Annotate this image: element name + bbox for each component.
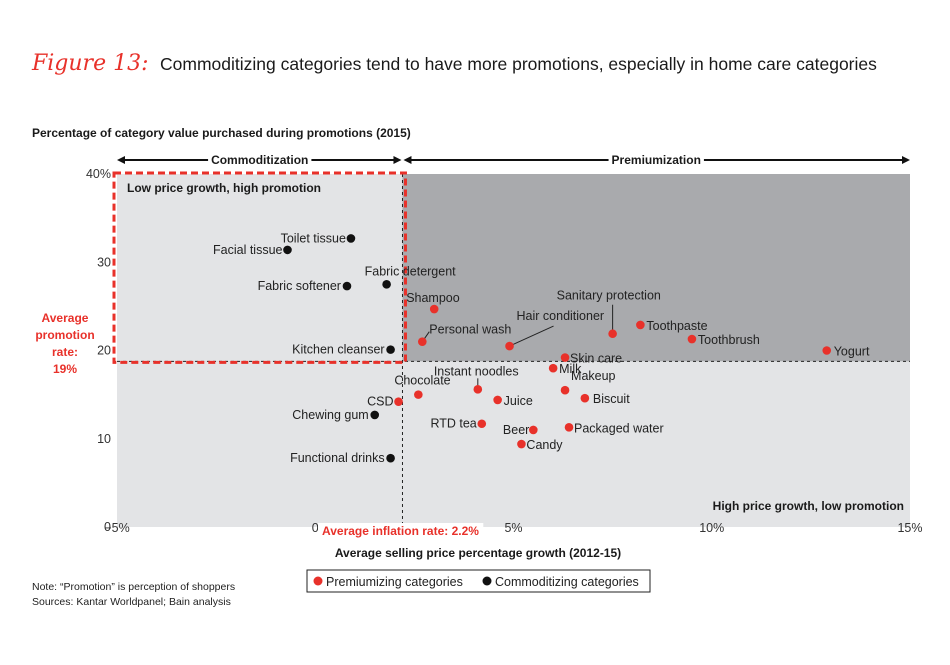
point-label-rtd-tea: RTD tea xyxy=(430,417,476,431)
x-tick-label: −5% xyxy=(104,521,129,535)
point-skin-care xyxy=(560,353,570,362)
quadrant-top-left-label: Low price growth, high promotion xyxy=(127,181,321,195)
point-label-kitchen-cleanser: Kitchen cleanser xyxy=(292,343,384,357)
point-label-skin-care: Skin care xyxy=(570,352,622,366)
x-axis-ticks: −5% 0 5% 10% 15% xyxy=(104,521,922,535)
note: Note: “Promotion” is perception of shopp… xyxy=(32,581,235,593)
point-label-chocolate: Chocolate xyxy=(394,374,450,388)
point-label-fabric-detergent: Fabric detergent xyxy=(365,264,457,278)
point-label-milk: Milk xyxy=(559,362,582,376)
arrow-head-commoditization-end xyxy=(393,156,402,164)
point-personal-wash xyxy=(418,337,427,346)
point-label-toilet-tissue: Toilet tissue xyxy=(281,231,346,245)
point-facial-tissue xyxy=(283,245,292,255)
point-chocolate xyxy=(414,390,423,399)
point-instant-noodles xyxy=(473,385,483,394)
point-label-shampoo: Shampoo xyxy=(406,291,460,305)
x-axis-title: Average selling price percentage growth … xyxy=(335,546,621,560)
point-label-juice: Juice xyxy=(504,394,533,408)
x-tick-label: 5% xyxy=(504,521,522,535)
average-promotion-label-line: Average xyxy=(42,311,89,325)
point-label-functional-drinks: Functional drinks xyxy=(290,451,385,465)
x-tick-label: 0 xyxy=(312,521,319,535)
arrow-head-left xyxy=(117,156,125,164)
point-chewing-gum xyxy=(370,410,380,420)
y-tick-label: 10 xyxy=(97,432,111,446)
point-label-yogurt: Yogurt xyxy=(834,345,870,359)
point-label-csd: CSD xyxy=(367,395,393,409)
figure-label: Figure 13: xyxy=(31,51,149,76)
arrow-head-right xyxy=(902,156,910,164)
legend-box xyxy=(306,569,651,593)
point-kitchen-cleanser xyxy=(386,345,395,354)
point-biscuit xyxy=(580,393,590,403)
point-sanitary-protection xyxy=(608,329,617,339)
average-promotion-label-line: rate: xyxy=(52,345,78,359)
point-label-biscuit: Biscuit xyxy=(593,392,630,406)
legend: Premiumizing categories Commoditizing ca… xyxy=(306,569,651,593)
legend-commoditizing-label: Commoditizing categories xyxy=(495,575,639,589)
point-label-facial-tissue: Facial tissue xyxy=(213,243,283,257)
x-tick-label: 10% xyxy=(699,521,724,535)
point-yogurt xyxy=(822,346,832,355)
y-tick-label: 20 xyxy=(97,344,111,358)
point-packaged-water xyxy=(564,422,574,432)
arrow-label-background xyxy=(208,153,312,167)
point-milk xyxy=(548,363,558,373)
point-label-personal-wash: Personal wash xyxy=(429,323,511,337)
point-label-hair-conditioner: Hair conditioner xyxy=(517,309,605,323)
point-label-makeup: Makeup xyxy=(571,369,616,383)
point-label-candy: Candy xyxy=(526,438,563,452)
point-toothbrush xyxy=(687,334,697,344)
quadrant-low-promotion-region xyxy=(117,361,910,527)
y-axis-ticks: 0 10 20 30 40% xyxy=(86,167,111,534)
point-label-instant-noodles: Instant noodles xyxy=(434,364,519,378)
point-fabric-softener xyxy=(342,281,352,291)
figure-title: Commoditizing categories tend to have mo… xyxy=(160,54,877,74)
point-juice xyxy=(493,395,502,405)
x-tick-label: 15% xyxy=(897,521,922,535)
point-beer xyxy=(529,425,538,435)
average-inflation-label-background xyxy=(318,523,484,539)
point-label-toothpaste: Toothpaste xyxy=(646,319,707,333)
point-label-fabric-softener: Fabric softener xyxy=(258,279,341,293)
sources: Sources: Kantar Worldpanel; Bain analysi… xyxy=(32,596,231,608)
arrow-head-premiumization-start xyxy=(403,156,412,164)
commoditization-label: Commoditization xyxy=(211,153,308,167)
y-tick-label: 0 xyxy=(104,520,111,534)
point-candy xyxy=(517,439,526,449)
average-promotion-label-line: 19% xyxy=(53,362,77,376)
point-rtd-tea xyxy=(477,419,487,429)
point-hair-conditioner xyxy=(505,341,514,351)
point-fabric-detergent xyxy=(382,280,391,289)
legend-premiumizing-label: Premiumizing categories xyxy=(326,575,463,589)
average-inflation-label: Average inflation rate: 2.2% xyxy=(322,524,479,538)
arrow-label-background xyxy=(608,153,704,167)
high-promotion-highlight-box xyxy=(112,171,407,364)
average-promotion-label: Average promotion rate: 19% xyxy=(35,311,94,376)
point-toothpaste xyxy=(636,320,645,330)
point-label-beer: Beer xyxy=(503,423,529,437)
y-tick-label: 40% xyxy=(86,167,111,181)
point-label-chewing-gum: Chewing gum xyxy=(292,408,368,422)
point-toilet-tissue xyxy=(346,234,356,243)
leader-line-hair-conditioner xyxy=(509,325,554,347)
quadrant-commoditization-region xyxy=(117,174,403,362)
y-tick-label: 30 xyxy=(97,255,111,269)
point-csd xyxy=(394,397,403,406)
average-promotion-label-line: promotion xyxy=(35,328,94,342)
legend-premiumizing-marker xyxy=(313,576,323,586)
point-shampoo xyxy=(429,304,439,314)
legend-commoditizing-marker xyxy=(482,576,492,586)
point-label-toothbrush: Toothbrush xyxy=(698,333,760,347)
premiumization-label: Premiumization xyxy=(612,153,701,167)
quadrant-bottom-right-label: High price growth, low promotion xyxy=(713,499,904,513)
point-functional-drinks xyxy=(386,453,395,463)
y-axis-title: Percentage of category value purchased d… xyxy=(32,126,411,140)
point-label-sanitary-protection: Sanitary protection xyxy=(557,289,661,303)
point-makeup xyxy=(560,385,570,395)
point-label-packaged-water: Packaged water xyxy=(574,421,664,435)
